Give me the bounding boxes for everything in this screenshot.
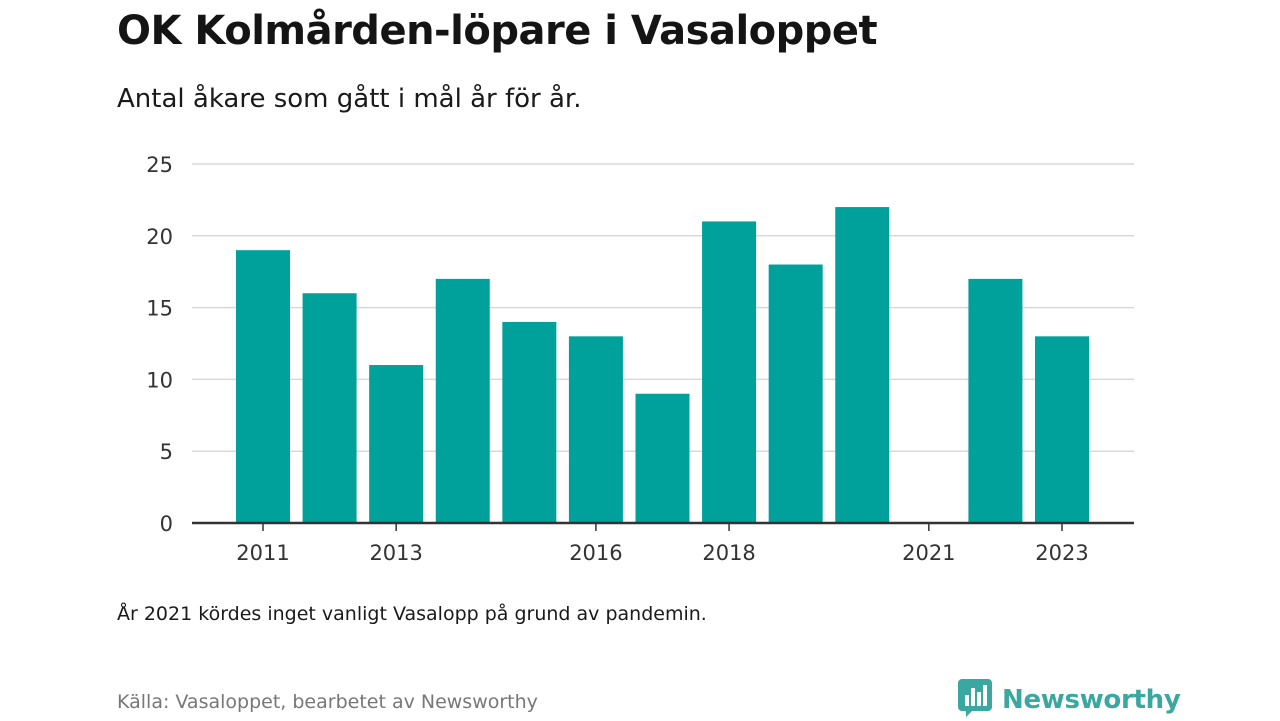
y-tick-label: 20 [146,225,173,249]
bar-chart: 0 5 10 15 20 25 2011 2013 2016 2018 2021 2023 [146,153,1134,565]
bar-2020 [835,207,890,523]
bar-2023 [1035,336,1089,523]
bar-chart-speech-bubble-icon [958,679,992,721]
chart-title: OK Kolmården-löpare i Vasaloppet [117,8,878,54]
bar-2011 [236,250,290,523]
bar-2014 [435,278,490,523]
x-tick-label: 2023 [1035,541,1088,565]
y-tick-label: 10 [146,368,173,392]
y-tick-label: 0 [160,512,173,536]
x-tick-label: 2021 [902,541,955,565]
bar-2012 [302,293,357,523]
x-tick-label: 2011 [236,541,289,565]
bar-2022 [968,278,1023,523]
x-tick-label: 2018 [702,541,755,565]
x-tick-label: 2016 [569,541,622,565]
bar-2018 [702,221,757,523]
bar-2019 [768,264,823,523]
bar-2015 [502,321,557,523]
axes: 0 5 10 15 20 25 2011 2013 2016 2018 2021 2023 [146,153,1134,565]
chart-note: År 2021 kördes inget vanligt Vasalopp på… [117,603,707,625]
chart-subtitle: Antal åkare som gått i mål år för år. [117,84,582,114]
bar-2017 [635,393,690,523]
x-tick-label: 2013 [369,541,422,565]
bar-2013 [369,365,424,523]
y-tick-label: 5 [160,440,173,464]
brand-logo[interactable]: Newsworthy [958,679,1181,721]
brand-name: Newsworthy [1002,685,1181,715]
y-tick-label: 15 [146,297,173,321]
source-text: Källa: Vasaloppet, bearbetet av Newswort… [117,691,538,713]
bar-2016 [568,336,623,523]
y-tick-label: 25 [146,153,173,177]
bars [236,207,1089,523]
